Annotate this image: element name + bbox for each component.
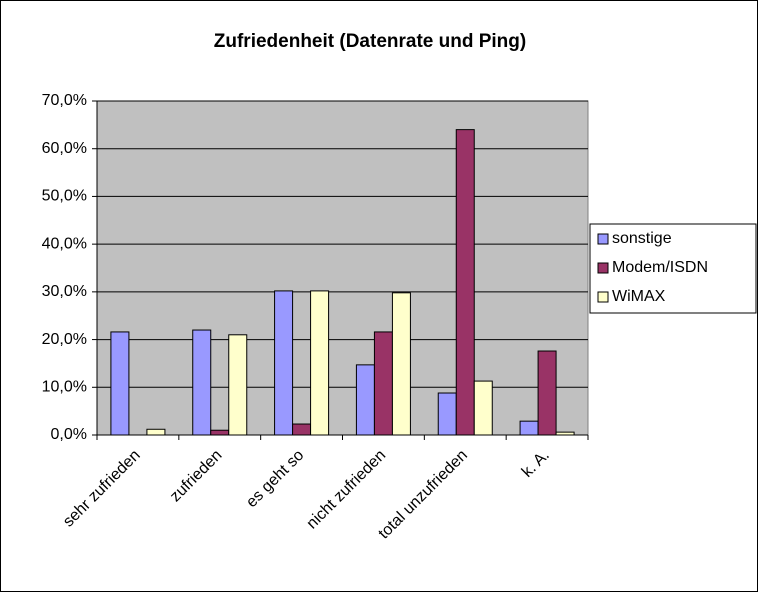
legend-swatch (597, 233, 609, 245)
bar (473, 380, 493, 436)
bar (292, 423, 312, 436)
bar (274, 290, 294, 436)
legend-box (589, 223, 757, 314)
bar (310, 290, 330, 436)
bar (110, 331, 130, 436)
y-tick-label: 60,0% (42, 140, 87, 157)
bar (228, 334, 248, 436)
y-tick-label: 30,0% (42, 283, 87, 300)
legend-label: sonstige (612, 230, 672, 247)
bar (210, 429, 230, 436)
legend-label: WiMAX (612, 288, 666, 305)
legend-swatch (597, 291, 609, 303)
y-tick-label: 20,0% (42, 331, 87, 348)
bar (537, 350, 557, 436)
bar (355, 364, 375, 436)
bar (192, 329, 212, 436)
bar (519, 420, 539, 436)
chart-title: Zufriedenheit (Datenrate und Ping) (214, 31, 526, 52)
y-tick-label: 10,0% (42, 379, 87, 396)
legend-label: Modem/ISDN (612, 259, 708, 276)
bar (455, 129, 475, 436)
legend-swatch (597, 262, 609, 274)
bar (146, 428, 166, 436)
bar (391, 292, 411, 436)
y-tick-label: 0,0% (51, 426, 87, 443)
y-tick-label: 70,0% (42, 92, 87, 109)
bar (555, 431, 575, 436)
y-tick-label: 40,0% (42, 235, 87, 252)
bar (373, 331, 393, 436)
bar (437, 392, 457, 436)
plot-area (96, 100, 589, 436)
y-tick-label: 50,0% (42, 188, 87, 205)
